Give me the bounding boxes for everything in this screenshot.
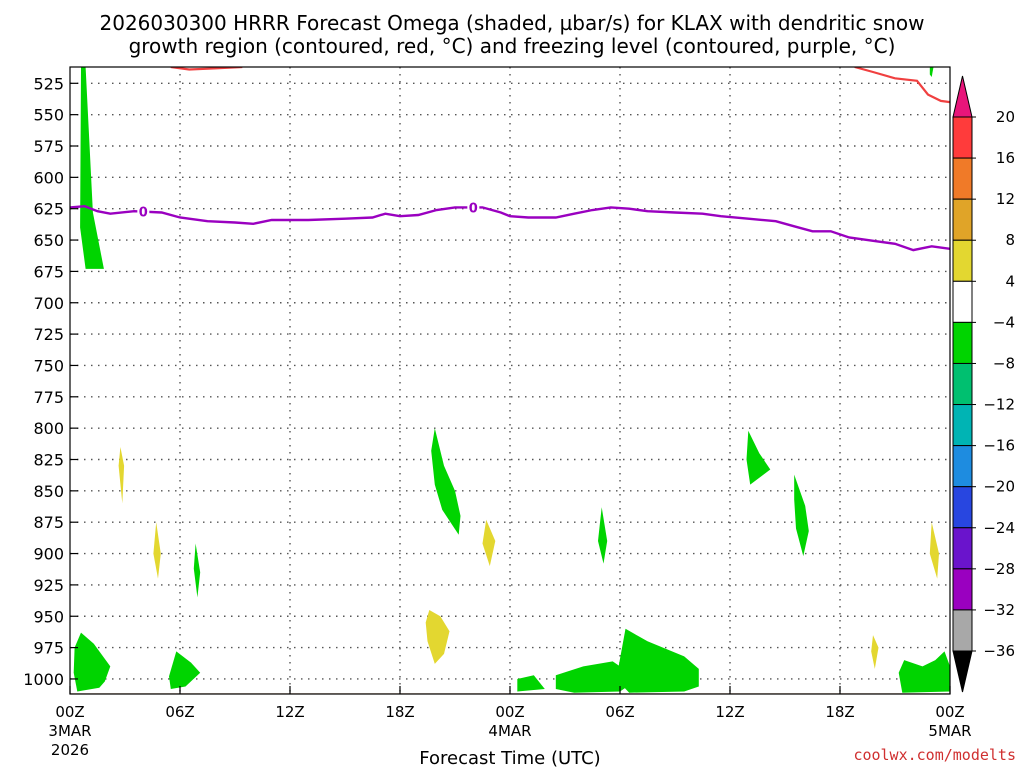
y-tick-label-875: 875: [33, 513, 64, 532]
y-tick-label-725: 725: [33, 325, 64, 344]
x-tick-label-1: 06Z: [165, 703, 194, 721]
omega-region-8: [425, 610, 450, 664]
dendritic-contour-2: [854, 67, 950, 104]
colorbar: 20 16 12 8 4 −4 −8 −12 −16 −20 −24 −28 −32 −36: [952, 75, 1015, 693]
colorbar-label-5: 4: [1005, 272, 1015, 290]
omega-region-4: [193, 543, 201, 598]
colorbar-swatch-3: [952, 198, 973, 241]
y-tick-label-800: 800: [33, 419, 64, 438]
colorbar-label-9: −16: [983, 437, 1015, 455]
omega-region-17: [929, 522, 939, 579]
omega-region-6: [169, 651, 201, 689]
colorbar-swatch-7: [952, 362, 973, 406]
omega-region-12: [555, 661, 639, 693]
x-tick-label-3: 18Z: [385, 703, 414, 721]
colorbar-swatch-1: [952, 116, 973, 159]
x-tick-label-6: 12Z: [715, 703, 744, 721]
freezing-level-contour: [70, 204, 950, 252]
y-tick-label-900: 900: [33, 545, 64, 564]
x-tick-year-0: 2026: [51, 741, 89, 759]
omega-region-3: [153, 522, 161, 579]
x-tick-label-7: 18Z: [825, 703, 854, 721]
pressure-axis: 525 550 575 600 625 650 675 700 725 750 775 800 825 8…: [23, 74, 78, 689]
y-tick-label-575: 575: [33, 137, 64, 156]
omega-region-10: [517, 675, 545, 692]
colorbar-swatch-8: [952, 404, 973, 447]
chart-title-line1: 2026030300 HRRR Forecast Omega (shaded, …: [100, 11, 925, 35]
y-tick-label-850: 850: [33, 482, 64, 501]
colorbar-label-3: 12: [996, 190, 1015, 208]
colorbar-swatch-11: [952, 527, 973, 570]
y-tick-label-625: 625: [33, 200, 64, 219]
chart-title-line2: growth region (contoured, red, °C) and f…: [129, 34, 896, 58]
y-tick-label-650: 650: [33, 231, 64, 250]
colorbar-label-7: −8: [993, 354, 1015, 372]
omega-region-11: [616, 628, 699, 693]
y-tick-label-975: 975: [33, 639, 64, 658]
y-tick-label-775: 775: [33, 388, 64, 407]
colorbar-label-11: −24: [983, 519, 1015, 537]
colorbar-swatch-6: [952, 321, 973, 364]
omega-region-5: [73, 632, 111, 692]
x-tick-label-0: 00Z: [55, 703, 84, 721]
y-tick-label-525: 525: [33, 74, 64, 93]
colorbar-swatch-2: [952, 157, 973, 200]
colorbar-label-13: −32: [983, 601, 1015, 619]
omega-region-18: [898, 651, 950, 693]
colorbar-label-12: −28: [983, 560, 1015, 578]
colorbar-swatch-12: [952, 568, 973, 611]
y-tick-label-600: 600: [33, 168, 64, 187]
x-tick-date-8: 5MAR: [928, 722, 971, 740]
x-tick-label-5: 06Z: [605, 703, 634, 721]
colorbar-label-2: 16: [996, 149, 1015, 167]
y-tick-label-675: 675: [33, 262, 64, 281]
credit-text: coolwx.com/modelts: [853, 746, 1016, 764]
colorbar-swatch-9: [952, 445, 973, 488]
plot-area: [70, 67, 950, 694]
omega-region-1: [80, 67, 104, 269]
y-tick-label-1000: 1000: [23, 670, 64, 689]
colorbar-label-14: −36: [983, 642, 1015, 660]
colorbar-top-arrow: [952, 75, 973, 118]
colorbar-swatch-13: [952, 609, 973, 652]
colorbar-label-10: −20: [983, 478, 1015, 496]
freezing-label-1: 0: [139, 206, 148, 221]
x-tick-label-4: 00Z: [495, 703, 524, 721]
dendritic-contour-1: [170, 67, 243, 71]
x-tick-label-2: 12Z: [275, 703, 304, 721]
omega-region-19: [929, 67, 934, 77]
y-tick-label-550: 550: [33, 106, 64, 125]
omega-region-16: [871, 635, 879, 669]
colorbar-label-1: 20: [996, 108, 1015, 126]
colorbar-swatch-10: [952, 486, 973, 529]
colorbar-swatch-5: [952, 280, 973, 323]
y-tick-label-950: 950: [33, 607, 64, 626]
omega-region-9: [482, 519, 496, 567]
omega-region-7: [431, 428, 461, 535]
y-tick-label-700: 700: [33, 294, 64, 313]
colorbar-label-6: −4: [993, 313, 1015, 331]
y-tick-label-825: 825: [33, 451, 64, 470]
freezing-label-bg-1: [137, 203, 150, 219]
y-tick-label-750: 750: [33, 356, 64, 375]
x-axis-label: Forecast Time (UTC): [419, 748, 600, 768]
omega-region-13: [598, 507, 608, 564]
omega-region-2: [118, 447, 125, 504]
freezing-label-2: 0: [469, 201, 478, 216]
omega-region-15: [794, 474, 809, 557]
colorbar-swatch-4: [952, 239, 973, 282]
x-tick-label-8: 00Z: [935, 703, 964, 721]
colorbar-bottom-arrow: [952, 650, 973, 693]
y-tick-label-925: 925: [33, 576, 64, 595]
colorbar-label-8: −12: [983, 396, 1015, 414]
omega-region-14: [746, 430, 771, 485]
x-tick-date-0: 3MAR: [48, 722, 91, 740]
colorbar-label-4: 8: [1005, 231, 1015, 249]
x-tick-date-4: 4MAR: [488, 722, 531, 740]
freezing-label-bg-2: [467, 199, 480, 215]
